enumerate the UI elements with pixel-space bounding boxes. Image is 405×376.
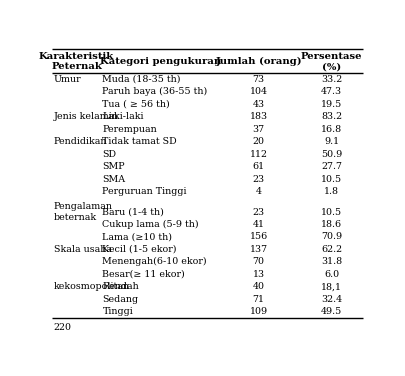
Text: Kecil (1-5 ekor): Kecil (1-5 ekor) xyxy=(102,245,177,254)
Text: SD: SD xyxy=(102,150,116,159)
Text: Cukup lama (5-9 th): Cukup lama (5-9 th) xyxy=(102,220,199,229)
Text: 6.0: 6.0 xyxy=(324,270,339,279)
Text: 61: 61 xyxy=(252,162,264,171)
Text: 40: 40 xyxy=(253,282,264,291)
Text: Tua ( ≥ 56 th): Tua ( ≥ 56 th) xyxy=(102,100,170,109)
Text: 37: 37 xyxy=(252,125,264,134)
Text: Perempuan: Perempuan xyxy=(102,125,157,134)
Text: 31.8: 31.8 xyxy=(321,257,342,266)
Text: 41: 41 xyxy=(253,220,264,229)
Text: Persentase
(%): Persentase (%) xyxy=(301,52,362,71)
Text: 156: 156 xyxy=(249,232,268,241)
Text: 10.5: 10.5 xyxy=(321,174,342,183)
Text: 50.9: 50.9 xyxy=(321,150,342,159)
Text: Besar(≥ 11 ekor): Besar(≥ 11 ekor) xyxy=(102,270,185,279)
Text: Umur: Umur xyxy=(54,75,81,84)
Text: 16.8: 16.8 xyxy=(321,125,342,134)
Text: Tidak tamat SD: Tidak tamat SD xyxy=(102,137,177,146)
Text: 112: 112 xyxy=(249,150,268,159)
Text: Sedang: Sedang xyxy=(102,295,139,304)
Text: 18,1: 18,1 xyxy=(321,282,342,291)
Text: SMA: SMA xyxy=(102,174,126,183)
Text: 43: 43 xyxy=(252,100,264,109)
Text: 20: 20 xyxy=(253,137,264,146)
Text: 9.1: 9.1 xyxy=(324,137,339,146)
Text: Pengalaman
beternak: Pengalaman beternak xyxy=(54,202,113,222)
Text: 18.6: 18.6 xyxy=(321,220,342,229)
Text: 104: 104 xyxy=(249,87,268,96)
Text: 70: 70 xyxy=(253,257,264,266)
Text: 13: 13 xyxy=(252,270,264,279)
Text: Jenis kelamin: Jenis kelamin xyxy=(54,112,119,121)
Text: 49.5: 49.5 xyxy=(321,307,342,316)
Text: Kategori pengukuran: Kategori pengukuran xyxy=(100,57,221,66)
Text: 62.2: 62.2 xyxy=(321,245,342,254)
Text: Muda (18-35 th): Muda (18-35 th) xyxy=(102,75,181,84)
Text: Baru (1-4 th): Baru (1-4 th) xyxy=(102,208,164,217)
Text: Pendidikan: Pendidikan xyxy=(54,137,107,146)
Text: 71: 71 xyxy=(253,295,264,304)
Text: Jumlah (orang): Jumlah (orang) xyxy=(215,57,302,66)
Text: Perguruan Tinggi: Perguruan Tinggi xyxy=(102,187,187,196)
Text: Rendah: Rendah xyxy=(102,282,139,291)
Text: Karakteristik
Peternak: Karakteristik Peternak xyxy=(39,52,114,71)
Text: 1.8: 1.8 xyxy=(324,187,339,196)
Text: Lama (≥10 th): Lama (≥10 th) xyxy=(102,232,173,241)
Text: 23: 23 xyxy=(252,174,264,183)
Text: 23: 23 xyxy=(252,208,264,217)
Text: 73: 73 xyxy=(252,75,264,84)
Text: Laki-laki: Laki-laki xyxy=(102,112,144,121)
Text: 19.5: 19.5 xyxy=(321,100,342,109)
Text: Paruh baya (36-55 th): Paruh baya (36-55 th) xyxy=(102,87,208,96)
Text: 33.2: 33.2 xyxy=(321,75,342,84)
Text: 10.5: 10.5 xyxy=(321,208,342,217)
Text: 70.9: 70.9 xyxy=(321,232,342,241)
Text: 32.4: 32.4 xyxy=(321,295,342,304)
Text: kekosmopolitan: kekosmopolitan xyxy=(54,282,130,291)
Text: 220: 220 xyxy=(54,323,72,332)
Text: Menengah(6-10 ekor): Menengah(6-10 ekor) xyxy=(102,257,207,266)
Text: 83.2: 83.2 xyxy=(321,112,342,121)
Text: 109: 109 xyxy=(249,307,268,316)
Text: 137: 137 xyxy=(249,245,268,254)
Text: SMP: SMP xyxy=(102,162,125,171)
Text: 183: 183 xyxy=(249,112,268,121)
Text: Tinggi: Tinggi xyxy=(102,307,133,316)
Text: 47.3: 47.3 xyxy=(321,87,342,96)
Text: 4: 4 xyxy=(256,187,262,196)
Text: 27.7: 27.7 xyxy=(321,162,342,171)
Text: Skala usaha: Skala usaha xyxy=(54,245,112,254)
